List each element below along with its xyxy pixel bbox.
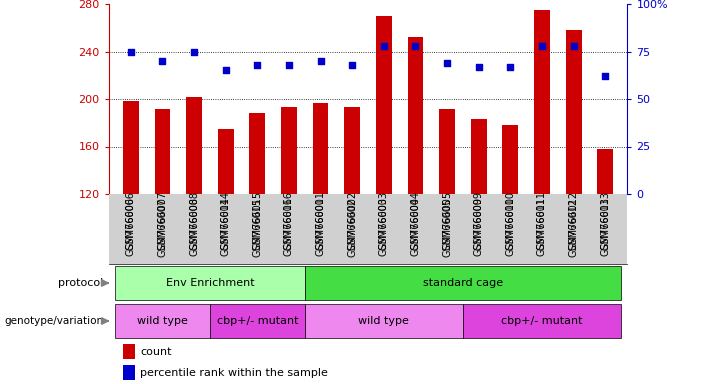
- Bar: [305, 266, 621, 300]
- Bar: [313, 103, 329, 194]
- Text: GSM766006: GSM766006: [125, 197, 136, 257]
- Text: genotype/variation: genotype/variation: [4, 316, 104, 326]
- Text: GSM766003: GSM766003: [379, 197, 389, 257]
- Text: cbp+/- mutant: cbp+/- mutant: [217, 316, 298, 326]
- Text: GSM766016: GSM766016: [284, 197, 294, 257]
- Bar: [210, 304, 305, 338]
- Point: [505, 64, 516, 70]
- Text: GSM766007: GSM766007: [158, 197, 168, 257]
- Text: cbp+/- mutant: cbp+/- mutant: [501, 316, 583, 326]
- Bar: [218, 129, 233, 194]
- Bar: [123, 101, 139, 194]
- Text: percentile rank within the sample: percentile rank within the sample: [140, 368, 328, 378]
- Text: GSM766010: GSM766010: [505, 197, 515, 257]
- Text: GSM766002: GSM766002: [347, 197, 358, 257]
- Text: GSM766004: GSM766004: [411, 197, 421, 257]
- Bar: [503, 125, 518, 194]
- Point: [536, 43, 547, 49]
- Text: GSM766014: GSM766014: [221, 197, 231, 257]
- Text: GSM766008: GSM766008: [189, 197, 199, 257]
- Bar: [407, 37, 423, 194]
- Point: [473, 64, 484, 70]
- Bar: [154, 109, 170, 194]
- Point: [157, 58, 168, 64]
- Point: [379, 43, 390, 49]
- Bar: [566, 30, 582, 194]
- Bar: [123, 344, 135, 359]
- Point: [599, 73, 611, 79]
- Bar: [440, 109, 455, 194]
- Bar: [534, 10, 550, 194]
- Text: Env Enrichment: Env Enrichment: [165, 278, 254, 288]
- Text: GSM766001: GSM766001: [315, 197, 325, 257]
- Text: protocol: protocol: [58, 278, 104, 288]
- Bar: [471, 119, 486, 194]
- Text: wild type: wild type: [137, 316, 188, 326]
- Point: [220, 68, 231, 74]
- Bar: [115, 266, 305, 300]
- Bar: [123, 365, 135, 380]
- Point: [315, 58, 326, 64]
- Text: standard cage: standard cage: [423, 278, 503, 288]
- Bar: [463, 304, 621, 338]
- Bar: [376, 16, 392, 194]
- Text: GSM766009: GSM766009: [474, 197, 484, 257]
- Bar: [344, 107, 360, 194]
- Text: GSM766012: GSM766012: [569, 197, 578, 257]
- Bar: [186, 97, 202, 194]
- Text: GSM766011: GSM766011: [537, 197, 547, 257]
- Point: [442, 60, 453, 66]
- Text: wild type: wild type: [358, 316, 409, 326]
- Point: [252, 62, 263, 68]
- Point: [189, 48, 200, 55]
- Bar: [281, 107, 297, 194]
- Text: count: count: [140, 347, 172, 357]
- Bar: [115, 304, 210, 338]
- Text: GSM766015: GSM766015: [252, 197, 262, 257]
- Point: [410, 43, 421, 49]
- Bar: [597, 149, 613, 194]
- Bar: [250, 113, 265, 194]
- Text: GSM766013: GSM766013: [600, 197, 611, 257]
- Point: [283, 62, 294, 68]
- Text: GSM766005: GSM766005: [442, 197, 452, 257]
- Point: [346, 62, 358, 68]
- Point: [568, 43, 579, 49]
- Bar: [305, 304, 463, 338]
- Point: [125, 48, 137, 55]
